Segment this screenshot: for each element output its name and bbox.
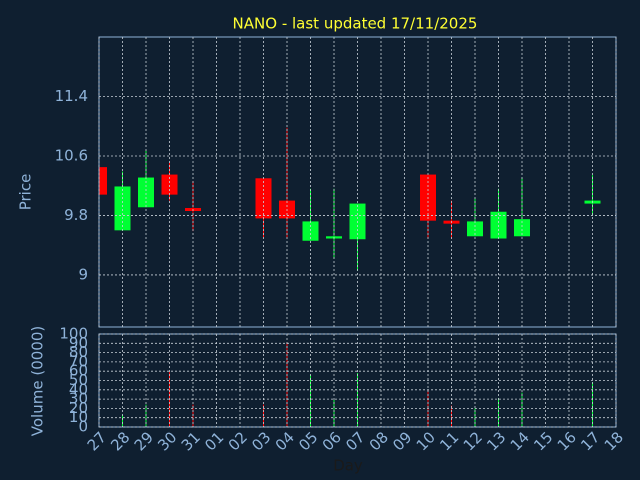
volume-axis-label: Volume (0000) [29,326,47,436]
candle-body [514,219,530,237]
volume-tick-label: 30 [69,390,88,408]
candle-body [114,186,131,231]
volume-tick-label: 50 [69,371,88,389]
volume-tick-label: 100 [59,325,88,343]
volume-tick-label: 60 [69,362,88,380]
volume-tick-label: 70 [69,352,88,370]
volume-tick-label: 20 [69,399,88,417]
y-tick-label: 9 [78,265,88,283]
candle-body [161,174,178,195]
y-tick-label: 9.8 [64,206,88,224]
candle-body [138,177,154,208]
y-axis-label: Price [17,174,35,211]
volume-tick-label: 90 [69,334,88,352]
candle-body [467,221,483,237]
y-tick-label: 11.4 [55,87,88,105]
candle-body [99,167,107,195]
y-tick-label: 10.6 [55,146,88,164]
volume-tick-label: 10 [69,408,88,426]
candle-body [302,221,319,241]
x-axis-label: Day [333,457,363,475]
chart-title: NANO - last updated 17/11/2025 [233,15,478,33]
volume-tick-label: 0 [78,418,88,436]
volume-tick-label: 80 [69,343,88,361]
volume-tick-label: 40 [69,380,88,398]
